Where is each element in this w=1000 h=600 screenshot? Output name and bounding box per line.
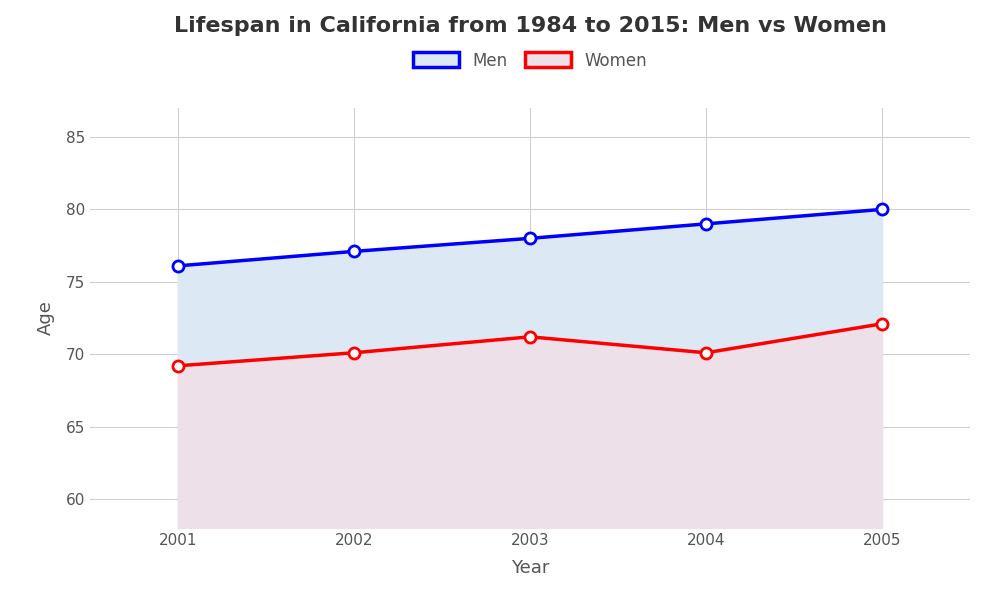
Women bbox=[348, 349, 360, 356]
Men bbox=[524, 235, 536, 242]
Y-axis label: Age: Age bbox=[37, 301, 55, 335]
Men bbox=[348, 248, 360, 255]
Men bbox=[700, 220, 712, 227]
Women bbox=[876, 320, 888, 328]
Men bbox=[876, 206, 888, 213]
Women bbox=[700, 349, 712, 356]
Title: Lifespan in California from 1984 to 2015: Men vs Women: Lifespan in California from 1984 to 2015… bbox=[174, 16, 886, 35]
Line: Women: Women bbox=[172, 318, 888, 371]
X-axis label: Year: Year bbox=[511, 559, 549, 577]
Legend: Men, Women: Men, Women bbox=[406, 45, 654, 76]
Women bbox=[524, 333, 536, 340]
Women bbox=[172, 362, 184, 370]
Men bbox=[172, 262, 184, 269]
Line: Men: Men bbox=[172, 204, 888, 271]
